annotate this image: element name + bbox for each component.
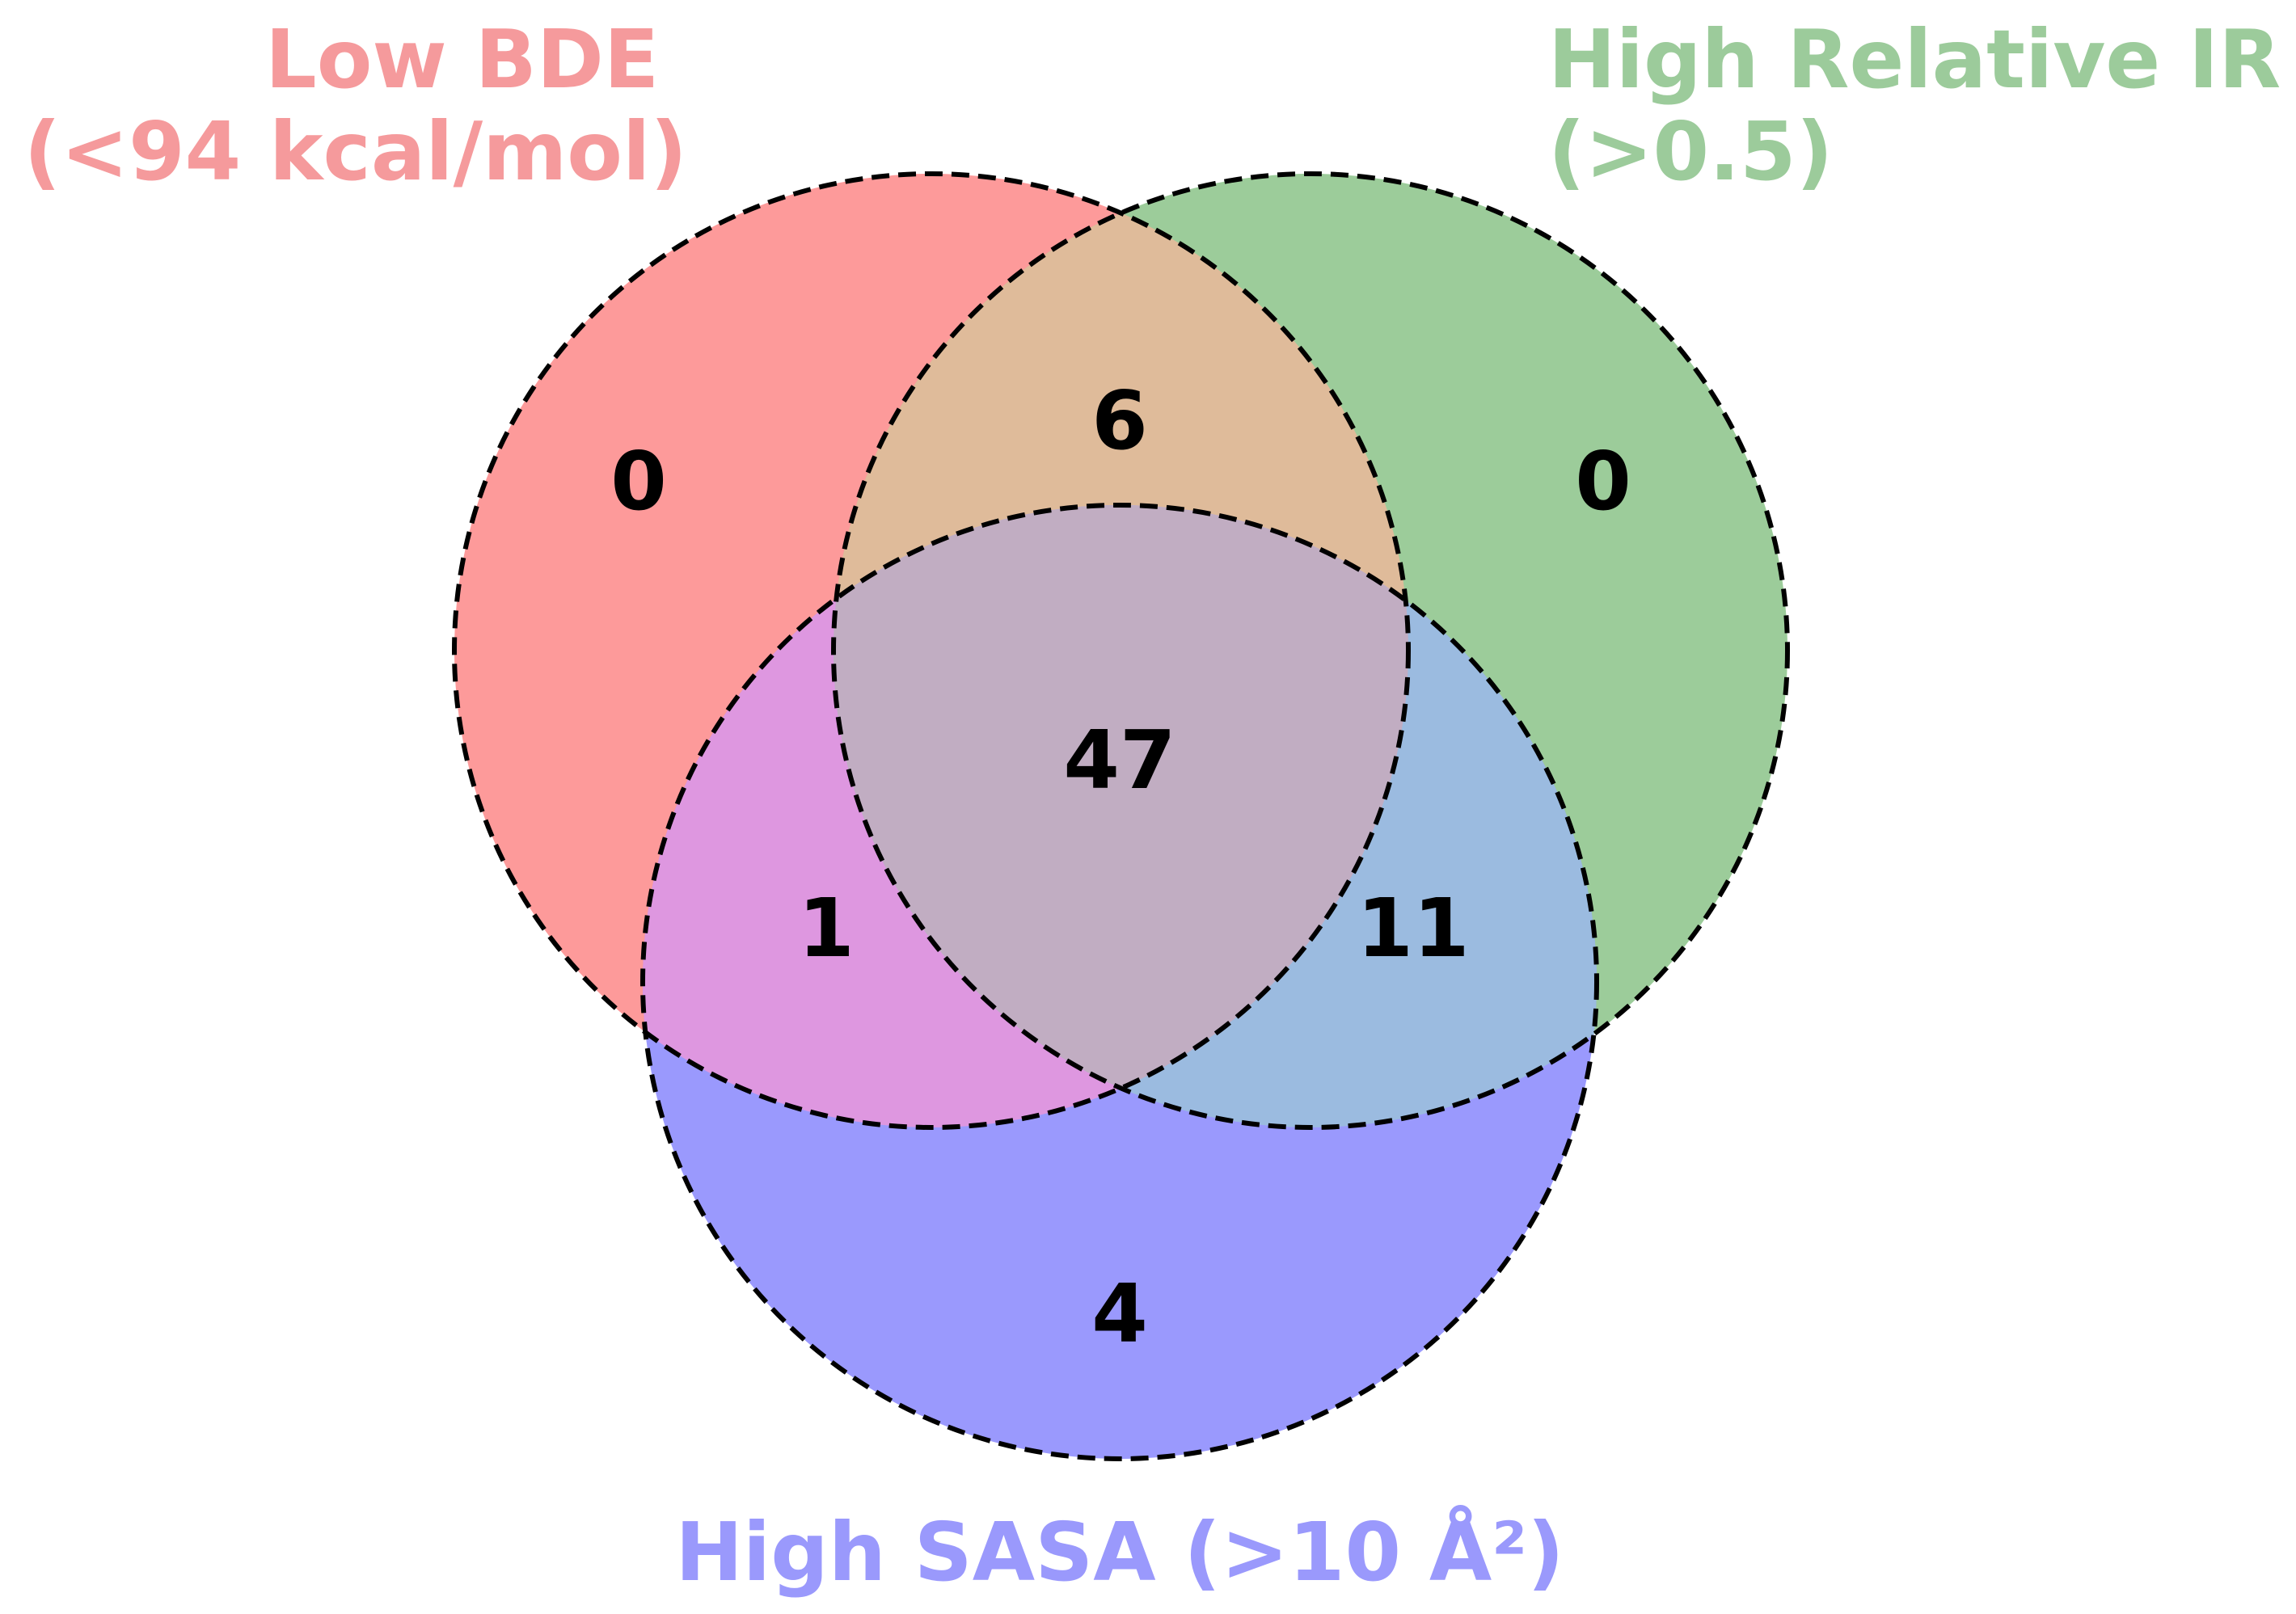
bde-sasa-count: 1 — [798, 881, 855, 976]
bde-only-count: 0 — [610, 434, 667, 529]
sasa-only-count: 4 — [1091, 1266, 1148, 1361]
ir-sasa-count: 11 — [1357, 881, 1469, 976]
sasa-set-label: High SASA (>10 Å²) — [675, 1505, 1564, 1599]
bde-set-label-line1: Low BDE — [265, 12, 659, 107]
all-three-count: 47 — [1063, 713, 1175, 807]
ir-set-label: High Relative IR (>0.5) — [1548, 12, 2296, 199]
ir-circle-outline — [831, 171, 1790, 1130]
bde-set-label: Low BDE (<94 kcal/mol) — [24, 12, 687, 199]
bde-circle-outline — [452, 171, 1411, 1130]
ir-set-label-line1: High Relative IR — [1548, 12, 2281, 107]
all-three-overlap-fill — [834, 505, 1408, 1127]
ir-only-count: 0 — [1575, 434, 1631, 529]
bde-set-label-line2: (<94 kcal/mol) — [24, 104, 687, 199]
ir-set-label-line2: (>0.5) — [1548, 104, 1833, 199]
bde-ir-count: 6 — [1091, 373, 1148, 468]
sasa-circle-outline — [640, 503, 1599, 1461]
